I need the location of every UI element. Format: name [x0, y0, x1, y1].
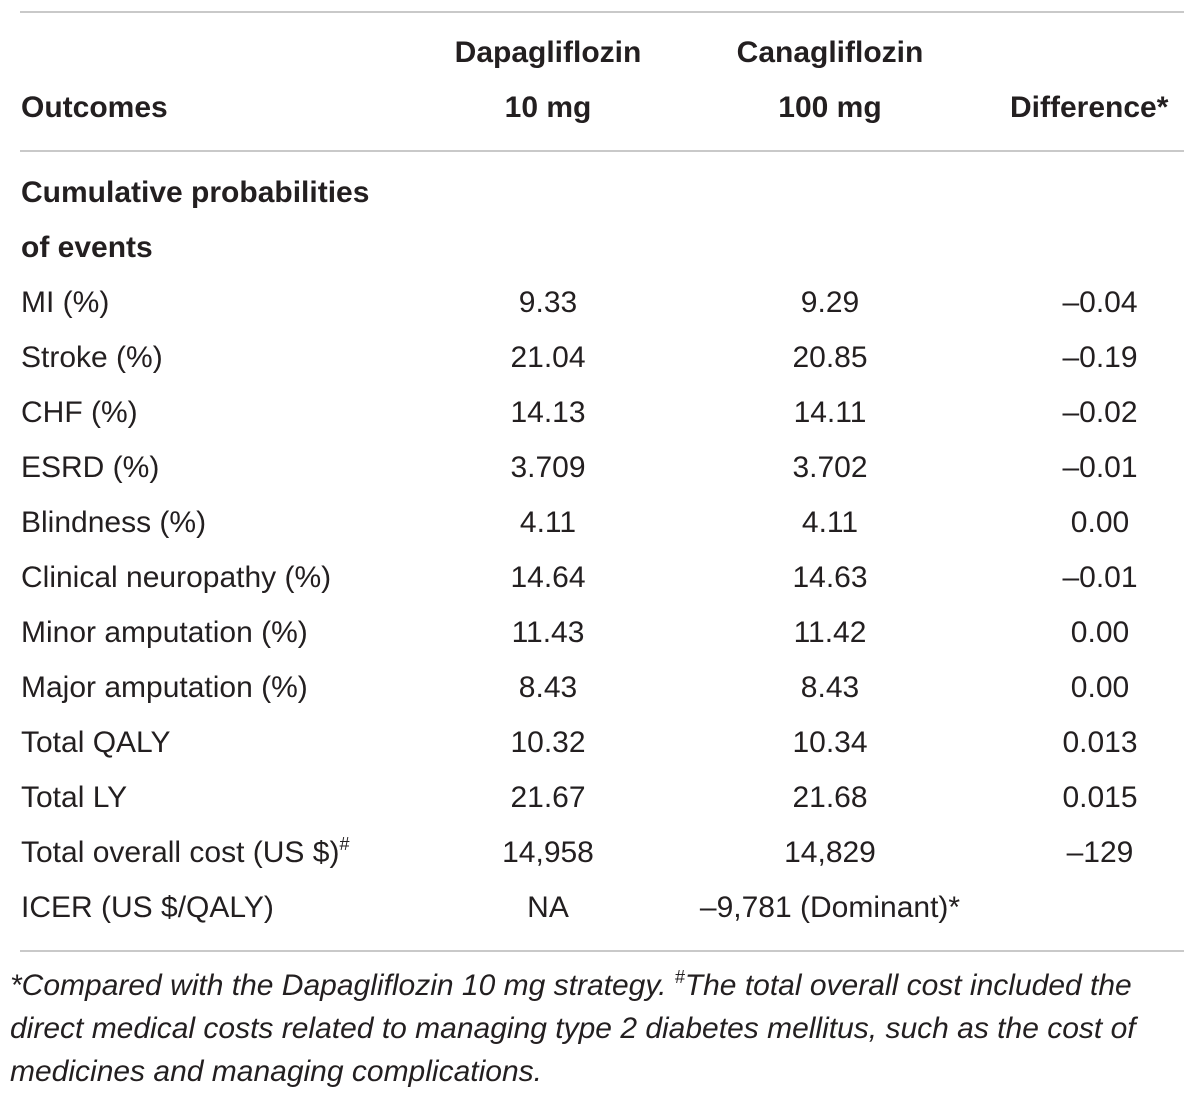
row-label-text: Total overall cost (US $)	[21, 836, 340, 869]
row-label: Clinical neuropathy (%)	[21, 560, 331, 596]
cell-diff: 0.00	[1070, 616, 1130, 649]
cell-dapa: 4.11	[519, 506, 577, 539]
row-label-text: Minor amputation (%)	[21, 616, 308, 649]
cell-dapa: 11.43	[511, 616, 585, 649]
row-label: Major amputation (%)	[21, 670, 308, 706]
cell-cana: 9.29	[800, 286, 860, 319]
header-dapagliflozin: Dapagliflozin	[454, 36, 642, 69]
cell-cana: –9,781 (Dominant)*	[699, 891, 961, 924]
row-label: Total QALY	[21, 725, 171, 761]
row-label: Stroke (%)	[21, 340, 163, 376]
header-canagliflozin: Canagliflozin	[736, 36, 924, 69]
cell-cana: 8.43	[800, 671, 860, 704]
header-difference: Difference*	[1010, 91, 1169, 124]
footnote-text-1: *Compared with the Dapagliflozin 10 mg s…	[10, 969, 675, 1002]
cell-diff: 0.013	[1062, 726, 1138, 759]
row-label: ICER (US $/QALY)	[21, 890, 274, 926]
cell-dapa: 21.67	[510, 781, 586, 814]
row-label-text: Total LY	[21, 781, 128, 814]
bottom-rule	[20, 950, 1184, 952]
section-heading-cont: of events	[21, 231, 153, 264]
cell-diff: 0.015	[1062, 781, 1138, 814]
footnote-hash: #	[674, 967, 685, 987]
row-label-text: Clinical neuropathy (%)	[21, 561, 332, 594]
cell-cana: 21.68	[792, 781, 868, 814]
cell-dapa: 14.64	[510, 561, 586, 594]
row-label: Blindness (%)	[21, 505, 206, 541]
cell-dapa: 9.33	[518, 286, 578, 319]
cell-cana: 14.63	[792, 561, 868, 594]
table-footnote: *Compared with the Dapagliflozin 10 mg s…	[10, 964, 1195, 1093]
row-label-text: CHF (%)	[21, 396, 138, 429]
header-rule	[20, 150, 1184, 152]
cell-diff: –0.01	[1062, 561, 1138, 594]
row-label-text: MI (%)	[21, 286, 110, 319]
cell-cana: 10.34	[792, 726, 868, 759]
cell-dapa: 21.04	[510, 341, 586, 374]
cell-cana: 4.11	[801, 506, 859, 539]
cell-cana: 20.85	[792, 341, 868, 374]
row-label: Total overall cost (US $)#	[21, 835, 349, 871]
cell-dapa: 10.32	[510, 726, 586, 759]
header-dapagliflozin-dose: 10 mg	[504, 91, 592, 124]
cell-diff: –129	[1066, 836, 1134, 869]
cell-diff: 0.00	[1070, 671, 1130, 704]
row-label: Total LY	[21, 780, 127, 816]
header-canagliflozin-dose: 100 mg	[778, 91, 882, 124]
row-label: CHF (%)	[21, 395, 138, 431]
cell-dapa: 3.709	[510, 451, 586, 484]
cell-dapa: 8.43	[518, 671, 578, 704]
row-label-text: Total QALY	[21, 726, 171, 759]
header-outcomes: Outcomes	[21, 91, 168, 124]
cell-diff: –0.04	[1062, 286, 1138, 319]
cell-diff: 0.00	[1070, 506, 1130, 539]
row-label-sup: #	[339, 834, 350, 854]
cell-cana: 3.702	[792, 451, 868, 484]
cell-cana: 14.11	[793, 396, 867, 429]
cell-diff: –0.19	[1062, 341, 1138, 374]
row-label-text: Blindness (%)	[21, 506, 207, 539]
row-label: MI (%)	[21, 285, 109, 321]
cell-diff: –0.01	[1062, 451, 1138, 484]
cell-cana: 11.42	[793, 616, 867, 649]
cell-cana: 14,829	[784, 836, 876, 869]
footnote-text-2: The total overall cost included the dire…	[10, 969, 1136, 1088]
row-label-text: Major amputation (%)	[21, 671, 308, 704]
section-heading: Cumulative probabilities	[21, 176, 370, 209]
row-label: ESRD (%)	[21, 450, 159, 486]
cell-dapa: 14.13	[510, 396, 586, 429]
row-label-text: ESRD (%)	[21, 451, 160, 484]
row-label: Minor amputation (%)	[21, 615, 308, 651]
cell-diff: –0.02	[1062, 396, 1138, 429]
row-label-text: Stroke (%)	[21, 341, 163, 374]
cell-dapa: 14,958	[502, 836, 594, 869]
row-label-text: ICER (US $/QALY)	[21, 891, 274, 924]
cell-dapa: NA	[527, 891, 569, 924]
top-rule	[20, 11, 1184, 13]
